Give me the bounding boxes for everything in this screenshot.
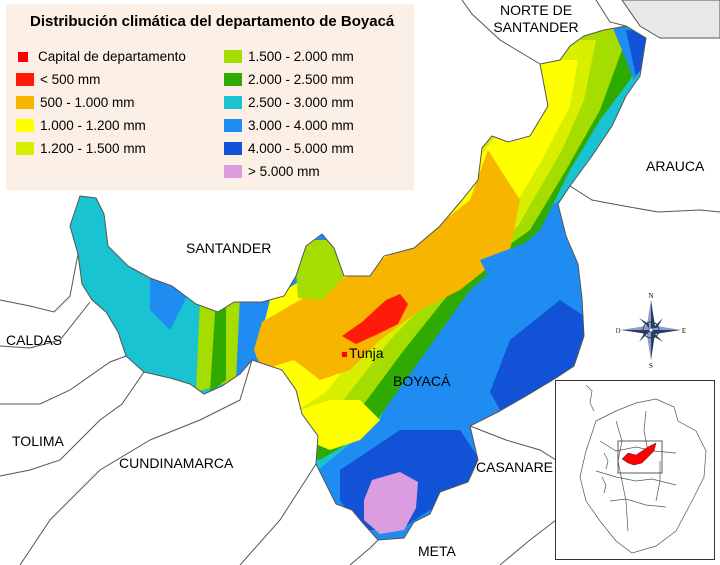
legend-label: 1.200 - 1.500 mm bbox=[40, 141, 146, 156]
region-label-cundinamarca: CUNDINAMARCA bbox=[119, 455, 234, 471]
legend-item-capital: Capital de departamento bbox=[16, 49, 186, 64]
legend-swatch bbox=[224, 73, 242, 86]
legend-label: 4.000 - 5.000 mm bbox=[248, 141, 354, 156]
legend-label: 1.500 - 2.000 mm bbox=[248, 49, 354, 64]
region-label-boyaca: BOYACÁ bbox=[393, 373, 451, 389]
colombia-locator-map bbox=[579, 384, 707, 554]
map-title: Distribución climática del departamento … bbox=[30, 13, 395, 30]
legend-swatch bbox=[18, 51, 28, 62]
region-label-norte-de-santander: NORTE DE SANTANDER bbox=[493, 2, 579, 35]
legend-label: Capital de departamento bbox=[38, 49, 186, 64]
inset-highlight-box bbox=[617, 440, 663, 474]
legend-item-2500-3000: 2.500 - 3.000 mm bbox=[224, 95, 354, 110]
capital-label: Tunja bbox=[349, 345, 384, 361]
legend-swatch bbox=[16, 73, 34, 86]
legend-item-500-1000: 500 - 1.000 mm bbox=[16, 95, 135, 110]
legend-item-1000-1200: 1.000 - 1.200 mm bbox=[16, 118, 146, 133]
legend-swatch bbox=[16, 142, 34, 155]
compass-s: S bbox=[649, 362, 653, 370]
legend-label: < 500 mm bbox=[40, 72, 101, 87]
legend-label: 500 - 1.000 mm bbox=[40, 95, 135, 110]
legend-label: 3.000 - 4.000 mm bbox=[248, 118, 354, 133]
legend-item-4000-5000: 4.000 - 5.000 mm bbox=[224, 141, 354, 156]
legend-item-1500-2000: 1.500 - 2.000 mm bbox=[224, 49, 354, 64]
legend-label: 2.000 - 2.500 mm bbox=[248, 72, 354, 87]
compass-e: E bbox=[682, 327, 686, 335]
compass-o: O bbox=[616, 327, 621, 335]
region-label-tolima: TOLIMA bbox=[12, 433, 64, 449]
legend-swatch bbox=[224, 165, 242, 178]
legend-swatch bbox=[224, 142, 242, 155]
region-label-casanare: CASANARE bbox=[476, 459, 554, 475]
legend-item-2000-2500: 2.000 - 2.500 mm bbox=[224, 72, 354, 87]
region-label-meta: META bbox=[418, 543, 456, 559]
region-label-arauca: ARAUCA bbox=[646, 158, 705, 174]
inset-map-colombia bbox=[555, 380, 715, 560]
legend-swatch bbox=[224, 50, 242, 63]
legend-item-1200-1500: 1.200 - 1.500 mm bbox=[16, 141, 146, 156]
region-label-caldas: CALDAS bbox=[6, 332, 63, 348]
legend-label: > 5.000 mm bbox=[248, 164, 320, 179]
legend-swatch bbox=[224, 96, 242, 109]
legend-item-under-500: < 500 mm bbox=[16, 72, 100, 87]
legend-swatch bbox=[16, 96, 34, 109]
legend-item-3000-4000: 3.000 - 4.000 mm bbox=[224, 118, 354, 133]
capital-marker bbox=[342, 352, 347, 357]
legend-label: 1.000 - 1.200 mm bbox=[40, 118, 146, 133]
boyaca-outline bbox=[69, 25, 647, 541]
legend: Distribución climática del departamento … bbox=[6, 4, 414, 190]
compass-rose-icon: N S E O bbox=[616, 292, 686, 370]
legend-swatch bbox=[16, 119, 34, 132]
neighbor-gray-area bbox=[621, 0, 720, 39]
inset-boyaca-shape bbox=[621, 442, 657, 466]
legend-label: 2.500 - 3.000 mm bbox=[248, 95, 354, 110]
region-label-santander: SANTANDER bbox=[186, 240, 272, 256]
legend-item-over-5000: > 5.000 mm bbox=[224, 164, 320, 179]
legend-swatch bbox=[224, 119, 242, 132]
compass-n: N bbox=[648, 292, 653, 300]
